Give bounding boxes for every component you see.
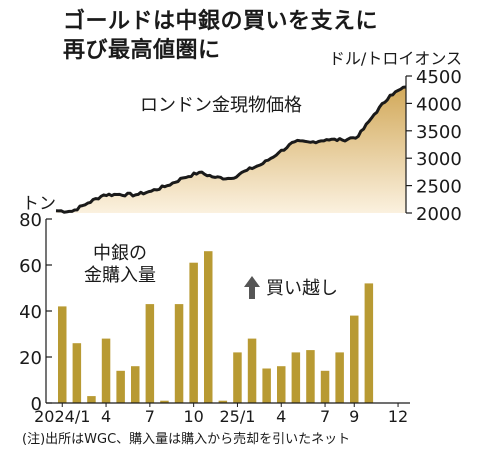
purchase-bar xyxy=(320,370,330,403)
purchase-x-tick-label: 12 xyxy=(388,407,408,426)
price-y-tick-label: 4500 xyxy=(416,67,462,88)
purchase-y-tick-label: 40 xyxy=(19,302,42,323)
purchase-bar xyxy=(145,304,155,403)
purchase-series-label-1: 中銀の xyxy=(93,243,147,264)
purchase-bar xyxy=(189,262,198,403)
purchase-bar xyxy=(87,396,96,403)
purchase-x-tick-label: 2024/1 xyxy=(34,407,90,426)
price-area xyxy=(56,87,406,213)
purchase-bar xyxy=(233,352,242,403)
purchase-unit-label: トン xyxy=(22,194,56,214)
purchase-x-tick-label: 25/1 xyxy=(219,407,255,426)
price-y-tick-label: 2000 xyxy=(416,204,462,225)
chart-title-line-2: 再び最高値圏に xyxy=(63,38,221,63)
purchase-bar xyxy=(350,315,359,403)
purchase-annotation: 買い越し xyxy=(266,278,338,299)
price-y-tick-label: 3500 xyxy=(416,122,462,143)
price-y-tick-label: 4000 xyxy=(416,94,462,115)
purchase-bar xyxy=(131,366,140,403)
chart-title-line-1: ゴールドは中銀の買いを支えに xyxy=(63,9,379,34)
purchase-bar xyxy=(291,352,301,403)
purchase-x-tick-label: 7 xyxy=(320,407,330,426)
price-y-tick-label: 2500 xyxy=(416,177,462,198)
purchase-bar xyxy=(160,400,169,403)
purchase-x-tick-label: 4 xyxy=(101,407,111,426)
up-arrow-icon xyxy=(244,276,260,299)
purchase-bar xyxy=(116,370,125,403)
purchase-bar xyxy=(277,366,286,403)
purchase-bar xyxy=(204,251,213,403)
purchase-x-tick-label: 4 xyxy=(276,407,286,426)
price-unit-label: ドル/トロイオンス xyxy=(329,49,462,68)
purchase-bar xyxy=(306,350,315,403)
price-chart: 4500 4000 3500 3000 2500 2000 ドル/トロイオンスロンドン金現物… xyxy=(55,49,462,225)
purchase-bar xyxy=(335,352,344,403)
purchase-bar xyxy=(174,304,184,403)
purchase-bar xyxy=(247,338,257,403)
purchase-y-tick-label: 80 xyxy=(19,210,42,231)
purchase-x-tick-label: 9 xyxy=(349,407,359,426)
footnote: (注)出所はWGC、購入量は購入から売却を引いたネット xyxy=(22,432,351,447)
purchase-y-tick-label: 0 xyxy=(31,394,42,415)
purchase-bar xyxy=(364,283,374,403)
purchase-bar xyxy=(262,368,271,403)
purchase-bar xyxy=(72,343,82,403)
price-line xyxy=(55,85,407,214)
purchase-x-tick-label: 10 xyxy=(183,407,203,426)
purchase-y-tick-label: 20 xyxy=(19,348,42,369)
price-y-tick-label: 3000 xyxy=(416,149,462,170)
purchase-bar xyxy=(101,338,111,403)
price-series-label: ロンドン金現物価格 xyxy=(140,95,302,116)
purchase-bar xyxy=(58,306,67,403)
purchase-x-tick-label: 7 xyxy=(145,407,155,426)
purchase-series-label-2: 金購入量 xyxy=(84,265,156,286)
purchase-y-tick-label: 60 xyxy=(19,256,42,277)
purchase-bar xyxy=(218,400,228,403)
